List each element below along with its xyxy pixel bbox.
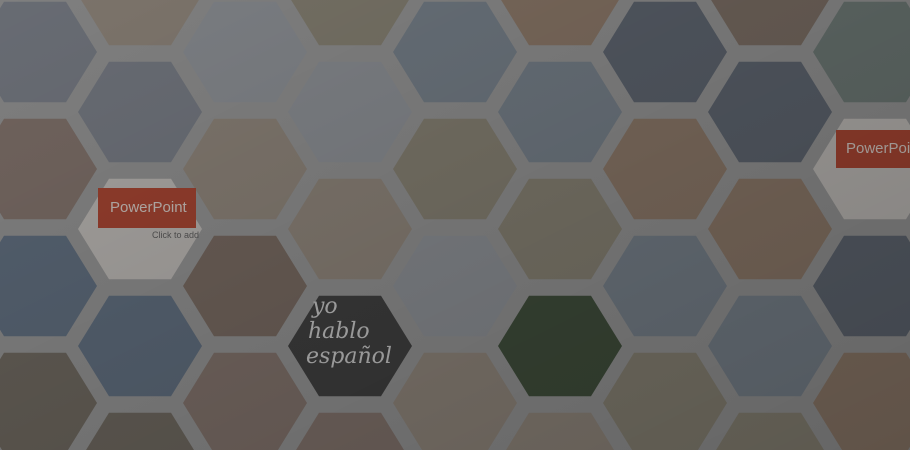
hex-collage: yo hablo español PowerPoint Click to add… xyxy=(0,0,910,450)
page: yo hablo español PowerPoint Click to add… xyxy=(0,0,910,450)
dark-overlay xyxy=(0,0,910,450)
